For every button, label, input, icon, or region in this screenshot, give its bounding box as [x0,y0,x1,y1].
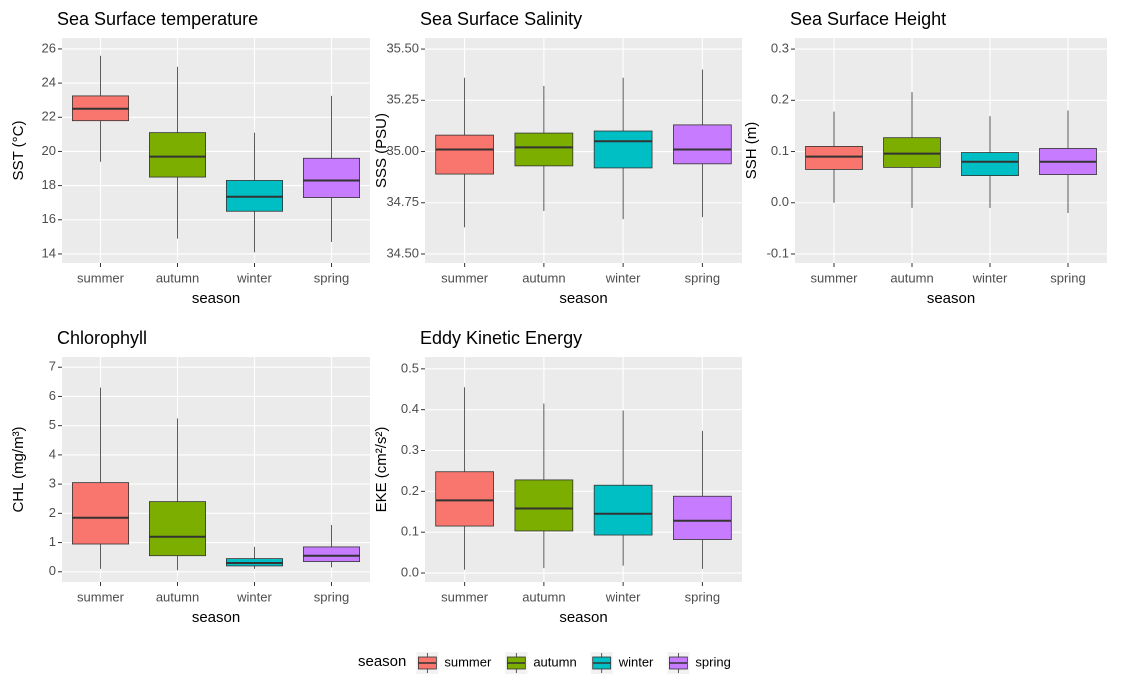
box [593,484,653,536]
y-tick-label: 14 [42,245,56,260]
box [302,157,361,198]
y-tick-label: 20 [42,143,56,158]
x-tick-label: autumn [156,589,199,604]
box [71,482,130,545]
box [148,132,207,178]
y-tick-label: 0.1 [771,143,789,158]
panel-title: Sea Surface Height [790,9,946,29]
y-axis-label: SSS (PSU) [373,113,390,188]
x-tick-label: summer [77,589,125,604]
panel-title: Chlorophyll [57,328,147,348]
plot-background [62,38,370,263]
x-tick-label: autumn [890,270,933,285]
x-tick-label: spring [685,270,720,285]
legend-label: spring [695,654,730,669]
box [148,501,207,557]
y-tick-label: 2 [49,505,56,520]
y-tick-label: 34.75 [386,194,419,209]
y-tick-label: 7 [49,359,56,374]
box [805,146,863,170]
y-tick-label: 4 [49,446,56,461]
y-axis-label: EKE (cm²/s²) [373,427,390,513]
x-tick-label: summer [441,589,489,604]
x-tick-label: summer [811,270,859,285]
x-axis-label: season [559,290,607,307]
box [514,132,574,167]
y-tick-label: 0 [49,563,56,578]
x-tick-label: autumn [522,589,565,604]
y-tick-label: 0.3 [401,442,419,457]
legend-label: winter [618,654,654,669]
y-tick-label: 5 [49,417,56,432]
y-tick-label: 0.5 [401,360,419,375]
y-tick-label: 0.2 [771,92,789,107]
y-axis-label: CHL (mg/m³) [10,426,27,512]
x-axis-label: season [192,290,240,307]
x-tick-label: winter [972,270,1008,285]
panel-title: Sea Surface temperature [57,9,258,29]
x-tick-label: winter [605,589,641,604]
panel-title: Sea Surface Salinity [420,9,582,29]
box [435,134,494,175]
y-tick-label: 0.0 [771,194,789,209]
y-axis-label: SSH (m) [743,122,760,180]
y-tick-label: 18 [42,177,56,192]
x-tick-label: summer [441,270,489,285]
box [883,137,941,168]
x-tick-label: winter [605,270,641,285]
x-axis-label: season [927,290,975,307]
x-tick-label: spring [314,589,349,604]
plot-background [425,357,742,582]
plot-background [62,357,370,582]
x-axis-label: season [559,609,607,626]
y-tick-label: 35.50 [386,41,419,56]
box [514,479,574,532]
y-tick-label: 35.25 [386,92,419,107]
y-tick-label: 0.3 [771,41,789,56]
y-tick-label: 1 [49,534,56,549]
x-tick-label: spring [1050,270,1085,285]
y-tick-label: 34.50 [386,245,419,260]
y-tick-label: 26 [42,40,56,55]
y-tick-label: 0.4 [401,401,419,416]
y-tick-label: 0.2 [401,483,419,498]
y-tick-label: 22 [42,109,56,124]
legend-label: summer [444,654,492,669]
box [302,546,361,562]
y-tick-label: 0.1 [401,524,419,539]
legend-title: season [358,653,406,670]
x-tick-label: autumn [156,270,199,285]
y-tick-label: -0.1 [767,245,789,260]
x-tick-label: autumn [522,270,565,285]
box [435,471,494,527]
panel-title: Eddy Kinetic Energy [420,328,582,348]
box [673,495,732,540]
x-axis-label: season [192,609,240,626]
y-tick-label: 35.00 [386,143,419,158]
x-tick-label: spring [685,589,720,604]
x-tick-label: summer [77,270,125,285]
box [961,152,1019,177]
y-axis-label: SST (°C) [10,121,27,181]
y-tick-label: 0.0 [401,564,419,579]
x-tick-label: winter [236,270,272,285]
y-tick-label: 6 [49,388,56,403]
legend-label: autumn [533,654,576,669]
y-tick-label: 16 [42,211,56,226]
x-tick-label: winter [236,589,272,604]
box [593,130,653,169]
y-tick-label: 24 [42,75,56,90]
y-tick-label: 3 [49,476,56,491]
box [673,124,732,165]
x-tick-label: spring [314,270,349,285]
